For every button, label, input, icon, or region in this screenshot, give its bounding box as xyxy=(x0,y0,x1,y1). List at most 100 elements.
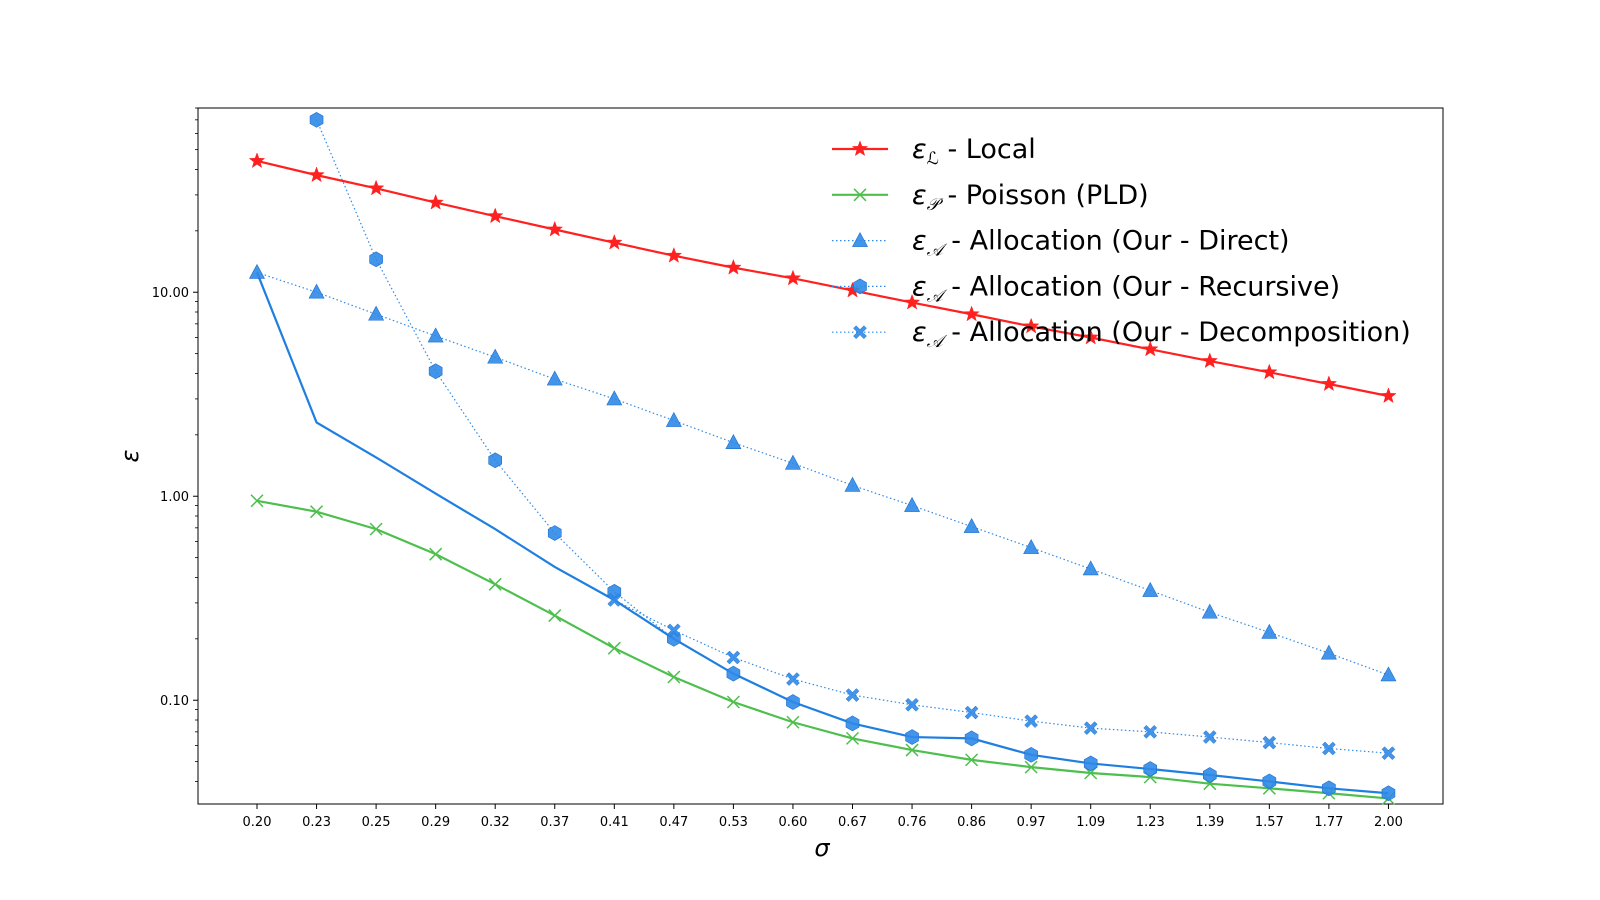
legend-label: ε𝒜 - Allocation (Our - Recursive) xyxy=(912,271,1340,306)
data-point-decomposition xyxy=(1143,724,1158,739)
data-point-direct xyxy=(1023,538,1040,554)
legend-label: ε𝒫 - Poisson (PLD) xyxy=(912,180,1149,215)
data-point-local xyxy=(963,305,980,322)
data-point-direct xyxy=(1261,623,1278,639)
data-point-decomposition xyxy=(666,623,681,638)
legend-label: ε𝒜 - Allocation (Our - Direct) xyxy=(912,226,1290,261)
data-point-recursive xyxy=(1143,761,1158,777)
data-point-local xyxy=(308,166,325,183)
data-point-poisson xyxy=(488,577,502,591)
x-tick-label: 1.77 xyxy=(1314,815,1343,830)
data-point-recursive xyxy=(1083,755,1098,772)
data-point-direct xyxy=(487,348,504,364)
data-point-local xyxy=(1380,387,1397,404)
data-point-direct xyxy=(248,263,266,279)
data-point-decomposition xyxy=(1262,735,1277,750)
data-point-recursive xyxy=(488,452,503,469)
data-point-decomposition xyxy=(607,593,622,607)
data-point-direct xyxy=(844,476,861,492)
x-tick-label: 2.00 xyxy=(1374,815,1403,830)
legend: εℒ - Local ε𝒫 - Poisson (PLD) ε𝒜 - Allocat… xyxy=(832,134,1411,352)
data-point-direct xyxy=(427,327,444,343)
data-point-poisson xyxy=(607,641,621,655)
data-point-decomposition xyxy=(726,650,741,665)
data-point-poisson xyxy=(726,695,740,709)
series-line-direct xyxy=(256,271,1389,676)
data-point-recursive xyxy=(1322,780,1336,797)
legend-marker-recursive xyxy=(853,278,867,295)
data-point-decomposition xyxy=(1083,721,1098,735)
data-point-recursive xyxy=(1262,773,1277,790)
series-markers xyxy=(248,111,1397,805)
legend-marker-direct xyxy=(851,231,869,247)
data-point-poisson xyxy=(369,522,383,536)
data-point-local xyxy=(546,220,564,237)
data-point-local xyxy=(1201,352,1219,369)
data-point-poisson xyxy=(667,670,681,684)
data-point-recursive xyxy=(964,730,979,747)
data-point-local xyxy=(1261,363,1278,380)
data-point-direct xyxy=(784,454,801,470)
data-point-local xyxy=(367,179,385,196)
x-tick-label: 0.25 xyxy=(362,815,391,830)
data-point-poisson xyxy=(548,609,562,623)
x-tick-label: 0.76 xyxy=(898,815,927,830)
legend-label: εℒ - Local xyxy=(912,134,1036,169)
data-point-direct xyxy=(963,517,980,533)
data-point-direct xyxy=(1320,644,1337,660)
x-tick-label: 0.29 xyxy=(421,815,450,830)
data-point-local xyxy=(1082,328,1100,345)
data-point-local xyxy=(903,293,921,310)
data-point-decomposition xyxy=(1202,730,1217,744)
data-point-recursive xyxy=(905,729,919,745)
x-tick-label: 0.67 xyxy=(838,815,867,830)
x-tick-label: 0.20 xyxy=(243,815,272,830)
data-point-direct xyxy=(606,390,623,406)
x-tick-label: 1.09 xyxy=(1076,815,1105,830)
data-point-recursive xyxy=(369,251,383,268)
data-point-decomposition xyxy=(905,697,919,712)
data-point-local xyxy=(1141,340,1159,357)
data-point-poisson xyxy=(786,715,800,729)
x-tick-label: 0.47 xyxy=(659,815,688,830)
legend-label: ε𝒜 - Allocation (Our - Decomposition) xyxy=(912,317,1411,352)
data-point-poisson xyxy=(965,753,979,767)
y-tick-label: 0.10 xyxy=(160,694,189,709)
data-point-recursive xyxy=(547,525,562,541)
data-point-poisson xyxy=(905,743,919,757)
series-lines xyxy=(255,119,1389,800)
data-point-direct xyxy=(546,370,563,386)
data-point-recursive xyxy=(309,111,324,128)
data-point-local xyxy=(486,207,504,224)
data-point-poisson xyxy=(429,547,443,561)
x-tick-label: 1.23 xyxy=(1136,815,1165,830)
legend-item-recursive: ε𝒜 - Allocation (Our - Recursive) xyxy=(832,271,1340,306)
legend-item-local: εℒ - Local xyxy=(832,134,1036,169)
data-point-recursive xyxy=(786,694,800,710)
x-axis: 0.20 0.23 0.25 0.29 0.32 0.37 0.41 0.47 0.53 0.60… xyxy=(243,804,1403,830)
y-tick-label: 10.00 xyxy=(152,286,189,301)
data-point-recursive xyxy=(1381,785,1396,802)
x-axis-label: σ xyxy=(814,834,830,862)
data-point-local xyxy=(784,269,802,286)
series-line-poisson xyxy=(256,499,1389,800)
data-point-local xyxy=(248,152,266,169)
data-point-poisson xyxy=(845,731,860,745)
y-axis-label: ε xyxy=(116,449,144,462)
data-point-poisson xyxy=(1024,760,1038,774)
x-tick-label: 0.41 xyxy=(600,815,629,830)
data-point-direct xyxy=(665,411,682,427)
x-tick-label: 0.37 xyxy=(540,815,569,830)
data-point-direct xyxy=(1201,603,1218,619)
data-point-recursive xyxy=(845,715,860,732)
data-point-local xyxy=(427,193,444,210)
x-tick-label: 1.39 xyxy=(1195,815,1224,830)
data-point-local xyxy=(725,258,742,275)
data-point-recursive xyxy=(428,363,443,380)
series-line-local xyxy=(256,159,1389,398)
data-point-poisson xyxy=(310,505,324,519)
data-point-direct xyxy=(368,305,385,321)
data-point-poisson xyxy=(250,494,264,508)
legend-marker-local xyxy=(851,140,869,157)
